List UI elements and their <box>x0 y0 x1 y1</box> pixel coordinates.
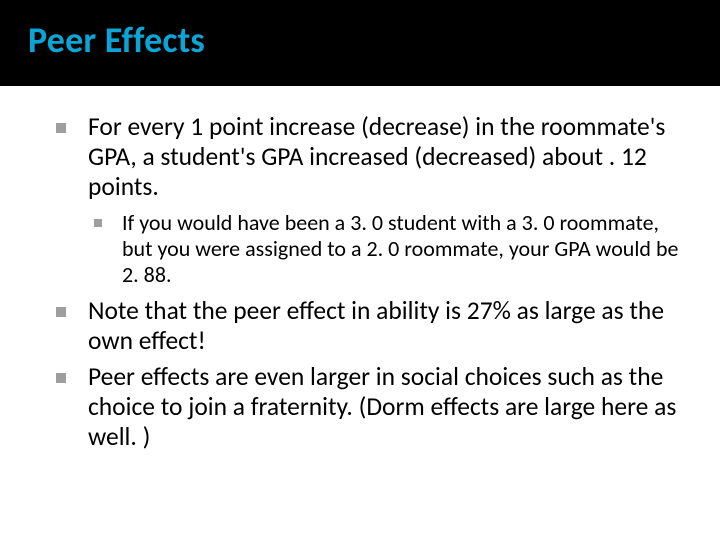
bullet-list-lvl1: For every 1 point increase (decrease) in… <box>56 112 680 452</box>
bullet-text: Note that the peer effect in ability is … <box>88 295 664 356</box>
bullet-list-lvl2: If you would have been a 3. 0 student wi… <box>88 210 680 288</box>
bullet-lvl1: Peer effects are even larger in social c… <box>56 362 680 452</box>
bullet-lvl2: If you would have been a 3. 0 student wi… <box>94 210 680 288</box>
bullet-lvl1: Note that the peer effect in ability is … <box>56 296 680 356</box>
slide: Peer Effects For every 1 point increase … <box>0 0 720 540</box>
slide-content: For every 1 point increase (decrease) in… <box>0 86 720 452</box>
bullet-text: Peer effects are even larger in social c… <box>88 361 676 452</box>
bullet-text: For every 1 point increase (decrease) in… <box>88 111 665 202</box>
slide-title: Peer Effects <box>28 18 720 62</box>
title-band: Peer Effects <box>0 0 720 86</box>
bullet-lvl1: For every 1 point increase (decrease) in… <box>56 112 680 288</box>
bullet-text: If you would have been a 3. 0 student wi… <box>122 209 678 288</box>
